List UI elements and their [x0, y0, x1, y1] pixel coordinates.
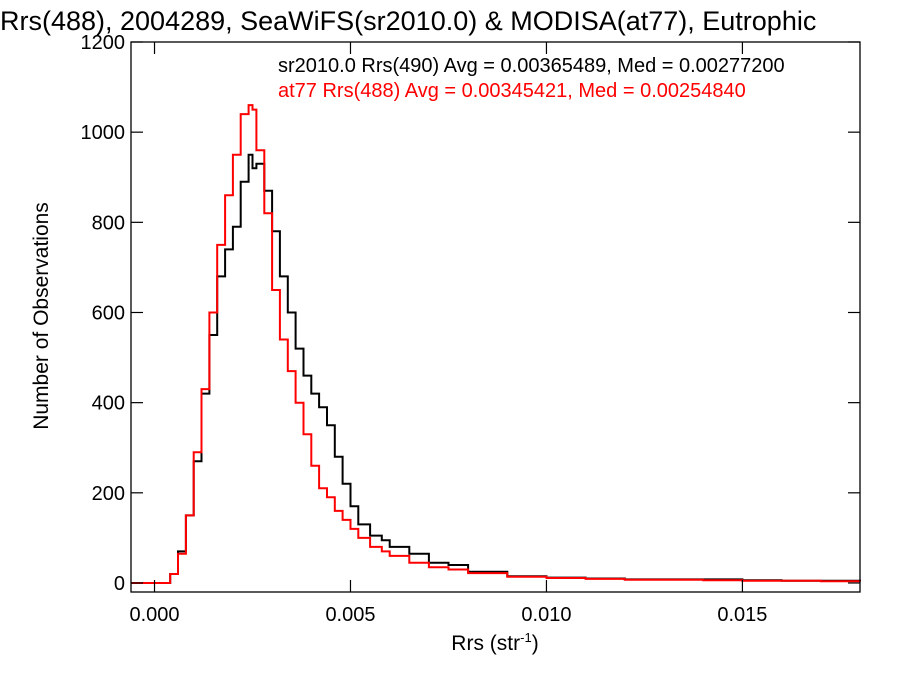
- y-tick-label: 400: [92, 393, 125, 415]
- x-axis: 0.000 0.005 0.010 0.015: [129, 42, 767, 626]
- x-axis-label-tail: ): [532, 632, 539, 655]
- x-axis-label: Rrs (str-1): [451, 630, 538, 655]
- x-axis-label-sup: -1: [520, 630, 532, 645]
- x-tick-label: 0.005: [325, 604, 375, 626]
- legend: sr2010.0 Rrs(490) Avg = 0.00365489, Med …: [278, 55, 785, 102]
- y-axis: 0 200 400 600 800 1000 1200: [81, 32, 860, 595]
- legend-entry-1: sr2010.0 Rrs(490) Avg = 0.00365489, Med …: [278, 55, 785, 77]
- y-tick-label: 600: [92, 302, 125, 324]
- x-tick-label: 0.010: [521, 604, 571, 626]
- x-tick-label: 0.015: [717, 604, 767, 626]
- x-tick-label: 0.000: [129, 604, 179, 626]
- y-tick-label: 1000: [81, 122, 126, 144]
- y-tick-label: 0: [114, 573, 125, 595]
- series-layer: [131, 104, 861, 584]
- y-axis-label: Number of Observations: [30, 202, 53, 430]
- y-tick-label: 1200: [81, 32, 126, 54]
- legend-entry-2: at77 Rrs(488) Avg = 0.00345421, Med = 0.…: [278, 80, 746, 102]
- y-tick-label: 800: [92, 212, 125, 234]
- series-line-1: [131, 153, 861, 584]
- series-line-2: [131, 104, 861, 584]
- chart-title: Rrs(488), 2004289, SeaWiFS(sr2010.0) & M…: [0, 6, 816, 36]
- x-axis-label-main: Rrs (str: [451, 632, 520, 655]
- y-tick-label: 200: [92, 483, 125, 505]
- plot-frame: [130, 41, 861, 593]
